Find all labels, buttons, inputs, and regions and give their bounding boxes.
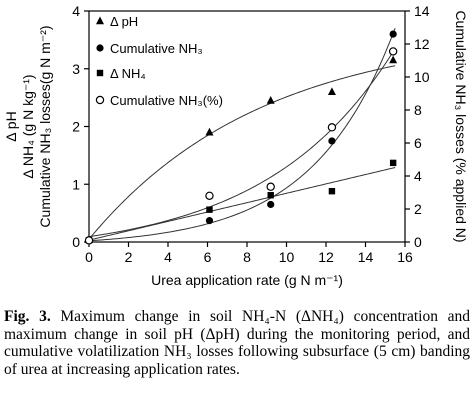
point-series-4-0 — [84, 236, 94, 245]
x-tick-label-10: 10 — [279, 249, 295, 265]
fit-line-series-2 — [88, 27, 396, 242]
point-series-2-4 — [389, 30, 397, 38]
point-series-3-2 — [267, 192, 274, 199]
figure-caption: Fig. 3. Maximum change in soil NH₄-N (ΔN… — [4, 308, 470, 378]
caption-label: Fig. 3. — [4, 308, 51, 325]
legend-entry-3: Δ NH₄ — [110, 66, 146, 81]
y-left-axis-label-line-1: Δ pH — [3, 111, 19, 141]
x-axis-label: Urea application rate (g N m⁻¹) — [151, 272, 343, 288]
legend-marker-2 — [96, 44, 104, 52]
y-left-tick-label-4: 4 — [72, 3, 80, 19]
point-series-1-4 — [389, 55, 398, 64]
x-tick-label-12: 12 — [318, 249, 334, 265]
point-series-3-3 — [328, 187, 336, 195]
point-series-4-4 — [388, 47, 398, 56]
y-left-axis-label-line-2: Δ NH₄ (g N kg⁻¹) — [20, 74, 36, 178]
y-left-tick-label-3: 3 — [72, 61, 80, 77]
point-series-4-1 — [205, 191, 214, 200]
axis-labels-layer: Urea application rate (g N m⁻¹)Δ pH Δ NH₄… — [3, 10, 469, 288]
caption-text: Maximum change in soil NH₄-N (ΔNH₄) conc… — [4, 308, 470, 378]
point-series-2-3 — [328, 137, 336, 145]
x-tick-label-6: 6 — [204, 249, 212, 265]
y-right-tick-label-14: 14 — [414, 3, 430, 19]
point-series-1-3 — [327, 87, 336, 96]
point-series-1-1 — [205, 127, 214, 136]
chart-figure: 0 2 4 6 8 10 12 14 16 0 1 2 3 4 0 2 4 6 8 10 12 14 Δ pH Cumula… — [3, 3, 469, 288]
y-right-axis-label: Cumulative NH₃ losses (% applied N) — [453, 10, 469, 242]
y-right-tick-label-10: 10 — [414, 69, 430, 85]
legend: Δ pH Cumulative NH₃ Δ NH₄ Cumulative NH₃(%) — [95, 14, 223, 108]
point-series-3-1 — [206, 206, 213, 213]
y-left-tick-label-2: 2 — [72, 119, 80, 135]
fit-line-series-4 — [88, 48, 396, 238]
x-tick-label-2: 2 — [125, 249, 133, 265]
markers-layer — [84, 30, 398, 245]
legend-marker-4 — [95, 95, 105, 105]
y-right-tick-label-8: 8 — [414, 102, 422, 118]
y-right-tick-label-2: 2 — [414, 201, 422, 217]
legend-marker-1 — [96, 16, 104, 25]
point-series-1-2 — [266, 96, 275, 104]
legend-entry-1: Δ pH — [110, 14, 138, 29]
point-series-4-2 — [266, 182, 275, 191]
y-right-tick-label-12: 12 — [414, 36, 430, 52]
x-tick-label-0: 0 — [85, 249, 93, 265]
y-left-tick-label-0: 0 — [72, 234, 80, 250]
legend-entry-4: Cumulative NH₃(%) — [110, 93, 223, 108]
point-series-4-3 — [327, 123, 337, 132]
legend-entry-2: Cumulative NH₃ — [110, 41, 203, 56]
fit-line-series-3 — [88, 167, 396, 241]
point-series-2-1 — [205, 217, 214, 225]
y-right-tick-label-4: 4 — [414, 168, 422, 184]
point-series-3-4 — [389, 159, 397, 167]
fit-lines-layer — [88, 27, 396, 242]
x-tick-label-16: 16 — [397, 249, 413, 265]
legend-marker-3 — [96, 69, 104, 77]
y-left-axis-label-line-3: Cumulative NH₃ losses(g N m⁻²) — [37, 25, 53, 227]
x-tick-label-8: 8 — [243, 249, 251, 265]
y-right-tick-label-0: 0 — [414, 234, 422, 250]
x-tick-label-14: 14 — [358, 249, 374, 265]
fit-line-series-1 — [88, 65, 396, 240]
x-tick-label-4: 4 — [164, 249, 172, 265]
point-series-2-2 — [267, 200, 275, 209]
y-right-tick-label-6: 6 — [414, 135, 422, 151]
y-left-tick-label-1: 1 — [72, 176, 80, 192]
